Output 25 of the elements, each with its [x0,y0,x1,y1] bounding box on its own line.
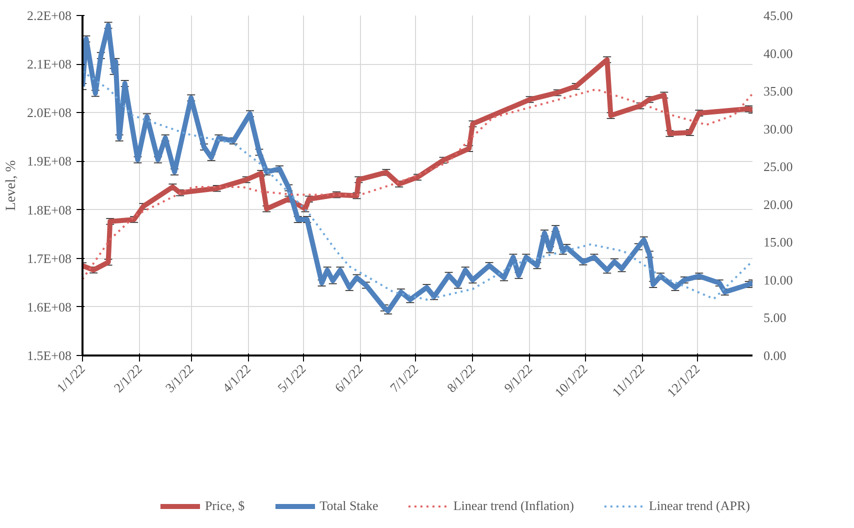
legend-label: Price, $ [204,498,245,514]
y2-tick-label: 5.00 [764,310,786,326]
y2-tick-label: 40.00 [764,46,793,61]
y2-tick-label: 45.00 [764,8,793,23]
y-tick-label: 2.0E+08 [26,105,72,120]
y-tick-label: 1.7E+08 [26,250,72,266]
line-series [82,88,752,280]
y2-tick-label: 0.00 [764,348,786,363]
line-series [82,70,752,301]
y2-tick-label: 20.00 [764,196,793,212]
legend-label: Total Stake [320,498,378,514]
y-tick-label: 1.5E+08 [26,348,72,363]
y-tick-label: 1.8E+08 [26,202,72,218]
y-axis-title: Level, % [4,160,19,211]
y2-tick-label: 35.00 [764,84,793,99]
y-tick-label: 1.6E+08 [26,299,72,314]
y2-tick-label: 30.00 [764,121,793,136]
y-tick-label: 1.9E+08 [26,154,72,169]
y-tick-label: 2.2E+08 [26,8,72,23]
legend-label: Linear trend (Inflation) [453,498,574,514]
y-tick-label: 2.1E+08 [26,56,72,72]
y2-tick-label: 15.00 [764,234,793,250]
legend-label: Linear trend (APR) [648,498,750,514]
y2-tick-label: 25.00 [764,159,793,174]
y2-tick-label: 10.00 [764,272,793,288]
